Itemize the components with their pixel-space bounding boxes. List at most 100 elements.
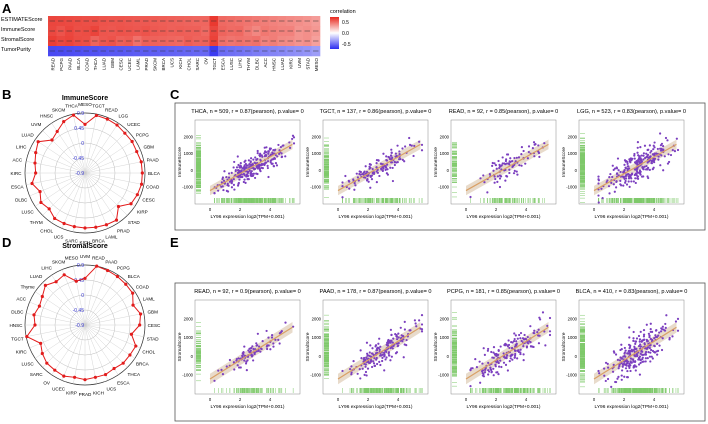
scatter-xtick: 0: [337, 207, 340, 212]
scatter-point: [534, 143, 537, 146]
heatmap-row-label: StromalScore: [1, 37, 34, 43]
scatter-point: [221, 372, 225, 376]
scatter-point: [236, 168, 240, 172]
radar-spoke: [51, 324, 86, 375]
radar-point: [124, 282, 128, 286]
radar-spoke: [29, 324, 86, 349]
scatter-ytick: 0: [319, 354, 322, 359]
scatter-point: [391, 166, 394, 170]
scatter-point: [245, 360, 248, 363]
scatter-point: [541, 311, 545, 314]
scatter-point: [266, 164, 269, 167]
radar-spoke: [42, 130, 86, 174]
scatter-point: [611, 164, 614, 167]
scatter-point: [239, 165, 242, 168]
scatter-point: [374, 352, 378, 355]
scatter-point: [383, 355, 386, 358]
scatter-point: [272, 345, 275, 348]
scatter-point: [521, 337, 525, 340]
scatter-point: [397, 332, 400, 335]
scatter-point: [482, 174, 485, 177]
scatter-xlabel: LY96 expression log2(TPM+0.001): [595, 214, 669, 220]
scatter-point: [497, 159, 500, 163]
scatter-point: [652, 148, 655, 151]
radar-spoke: [26, 324, 86, 337]
scatter-point: [252, 158, 255, 161]
scatter-point: [505, 158, 508, 161]
scatter-point: [633, 157, 636, 160]
scatter-point: [644, 168, 648, 171]
scatter-point: [492, 374, 495, 377]
scatter-point: [653, 345, 656, 348]
scatter-point: [490, 368, 493, 372]
scatter-point: [658, 344, 661, 347]
radar-point: [139, 160, 143, 164]
radar-spoke: [61, 324, 86, 381]
scatter-point: [375, 181, 378, 184]
scatter-ytick: 0: [575, 354, 578, 359]
scatter-point: [256, 149, 259, 153]
scatter-point: [625, 376, 629, 379]
scatter-point: [244, 181, 247, 185]
scatter-point: [529, 325, 532, 328]
scatter-ytick: 2000: [184, 316, 194, 321]
scatter-point: [643, 156, 647, 160]
scatter-point: [386, 163, 389, 166]
heatmap-col-label: PCPG: [59, 58, 64, 71]
scatter-point: [660, 348, 664, 352]
scatter-point: [492, 356, 495, 359]
heatmap-col-label: BRCA: [161, 58, 166, 71]
radar-category-label: BRCA: [136, 361, 150, 366]
radar-point: [83, 226, 87, 230]
scatter-xtick: 4: [269, 397, 272, 402]
scatter-point: [624, 177, 628, 180]
scatter-point: [227, 176, 231, 179]
scatter-point: [543, 330, 546, 333]
scatter-point: [630, 177, 633, 180]
scatter-point: [617, 169, 620, 172]
scatter-point: [379, 345, 382, 348]
scatter-point: [344, 174, 347, 178]
scatter-point: [484, 367, 487, 370]
radar-point: [116, 204, 121, 209]
scatter-point: [653, 161, 656, 164]
scatter-point: [265, 329, 268, 333]
scatter-point: [608, 192, 611, 195]
radar-point: [33, 161, 37, 165]
scatter-point: [643, 144, 647, 147]
scatter-point: [649, 327, 652, 331]
scatter-ytick: -1000: [310, 373, 321, 378]
scatter-point: [632, 337, 635, 340]
scatter-point: [649, 330, 652, 333]
scatter-point: [617, 367, 620, 370]
radar-category-label: UVM: [31, 122, 41, 127]
scatter-xlabel: LY96 expression log2(TPM+0.001): [211, 404, 285, 410]
scatter-point: [629, 161, 632, 164]
scatter-point: [655, 335, 659, 339]
scatter-point: [284, 321, 287, 324]
scatter-point: [651, 153, 655, 156]
scatter-point: [624, 367, 628, 370]
radar-point: [72, 225, 76, 229]
scatter-point: [654, 329, 658, 332]
scatter-fit-line: [337, 326, 421, 380]
scatter-point: [638, 169, 642, 172]
scatter-point: [389, 328, 393, 331]
scatter-point: [396, 144, 399, 147]
scatter-point: [633, 154, 636, 157]
scatter-point: [269, 348, 272, 351]
heatmap-legend: correlation 0.5 0.0 -0.5: [330, 9, 356, 49]
scatter-point: [483, 353, 486, 356]
scatter-point: [381, 169, 384, 172]
scatter-point: [633, 345, 636, 348]
scatter-point: [612, 350, 615, 353]
scatter-point: [268, 148, 272, 151]
scatter-point: [623, 346, 626, 350]
radar-spoke: [35, 172, 86, 207]
scatter-point: [624, 349, 627, 352]
heatmap-row-label: TumorPurity: [1, 47, 31, 53]
radar-category-label: KIRP: [66, 391, 77, 396]
scatter-point: [242, 172, 245, 176]
scatter-point: [648, 346, 651, 350]
scatter-point: [613, 190, 616, 193]
